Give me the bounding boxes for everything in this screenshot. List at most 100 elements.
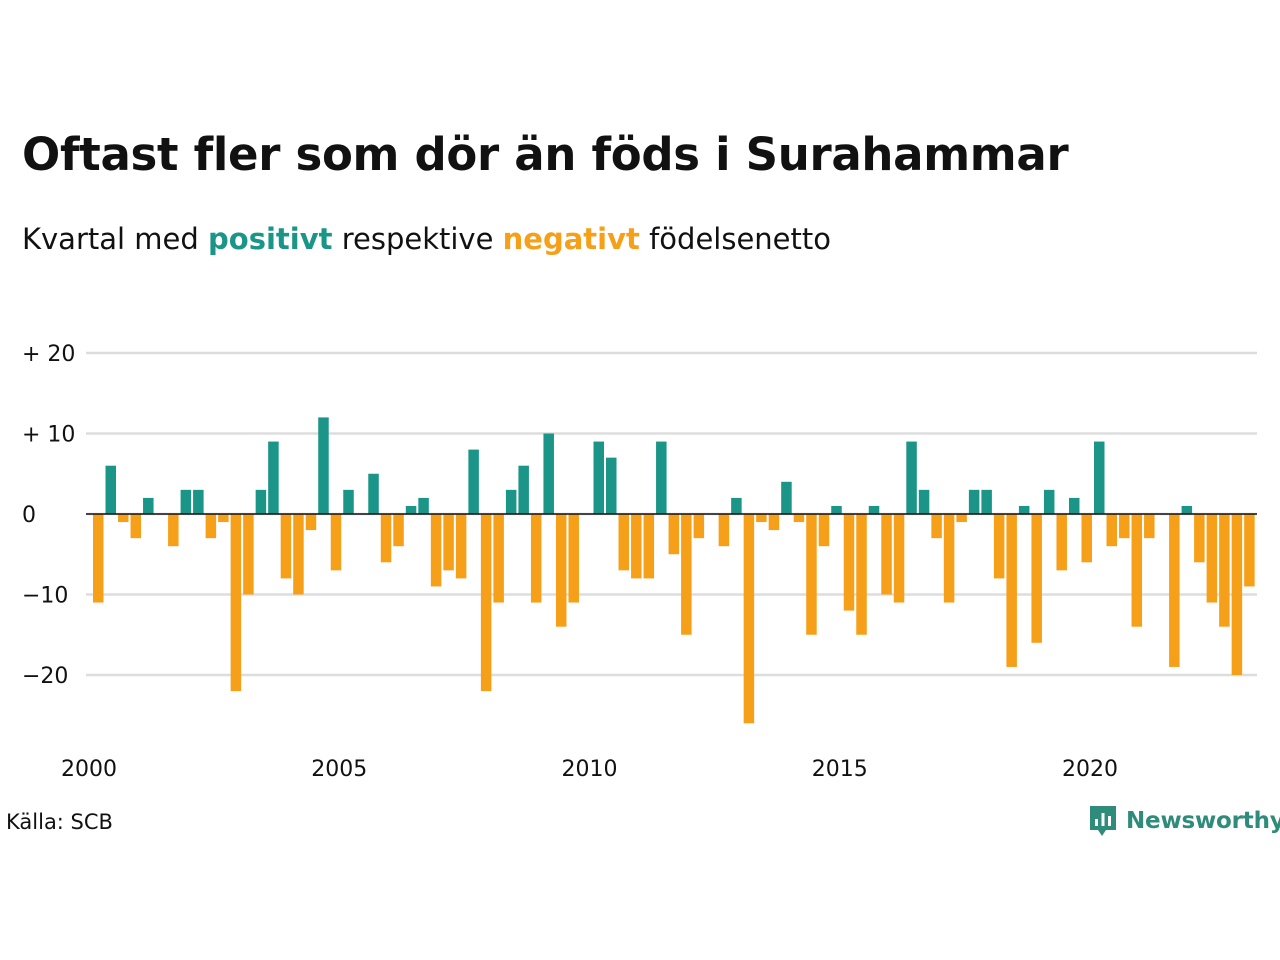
- bar-negative: [1244, 514, 1255, 587]
- brand-logo[interactable]: Newsworthy: [1088, 804, 1280, 838]
- bar-negative: [530, 514, 542, 603]
- bar-negative: [555, 514, 567, 627]
- bar-positive: [405, 505, 417, 514]
- bar-positive: [255, 489, 267, 514]
- bar-negative: [693, 514, 705, 539]
- subtitle-negative-label: negativt: [502, 222, 640, 256]
- bar-positive: [1043, 489, 1055, 514]
- bar-negative: [1131, 514, 1143, 627]
- bar-positive: [193, 489, 204, 514]
- bar-negative: [931, 514, 942, 539]
- bar-positive: [731, 497, 742, 514]
- bar-positive: [868, 505, 880, 514]
- bar-positive: [368, 473, 379, 514]
- bar-positive: [918, 489, 930, 514]
- bar-positive: [543, 433, 554, 514]
- bar-negative: [856, 514, 867, 635]
- bar-negative: [1194, 514, 1205, 563]
- bar-positive: [968, 489, 980, 514]
- bar-positive: [656, 441, 667, 514]
- bar-positive: [1181, 505, 1193, 514]
- bar-negative: [718, 514, 730, 547]
- chart-title: Oftast fler som dör än föds i Surahammar: [22, 128, 1069, 181]
- bar-negative: [881, 514, 892, 595]
- bar-positive: [143, 497, 154, 514]
- x-tick-label: 2010: [562, 757, 618, 782]
- bar-negative: [230, 514, 242, 692]
- bar-negative: [756, 514, 767, 523]
- bar-negative: [493, 514, 504, 603]
- bar-positive: [1094, 441, 1105, 514]
- bar-negative: [1006, 514, 1017, 667]
- x-tick-label: 2020: [1062, 757, 1118, 782]
- bar-positive: [981, 489, 992, 514]
- bar-positive: [505, 489, 517, 514]
- bar-negative: [1119, 514, 1130, 539]
- bar-negative: [1056, 514, 1067, 571]
- axis-layer: + 20 + 10 0 −10 −20 2000 2005 2010 2015 2020: [22, 342, 1257, 782]
- bar-negative: [330, 514, 342, 571]
- bar-negative: [430, 514, 442, 587]
- bar-negative: [93, 514, 104, 603]
- x-tick-label: 2000: [61, 757, 117, 782]
- chart-subtitle: Kvartal med positivt respektive negativt…: [22, 222, 831, 256]
- bar-layer: [93, 417, 1255, 724]
- bar-negative: [681, 514, 692, 635]
- bar-negative: [843, 514, 855, 611]
- bar-positive: [831, 505, 842, 514]
- bar-negative: [993, 514, 1005, 579]
- subtitle-positive-label: positivt: [208, 222, 333, 256]
- bar-negative: [956, 514, 967, 523]
- newsworthy-bar-chart-icon: [1090, 806, 1116, 836]
- bar-positive: [318, 417, 329, 514]
- bar-negative: [1231, 514, 1243, 675]
- x-tick-label: 2015: [812, 757, 868, 782]
- bar-positive: [105, 465, 117, 514]
- bar-positive: [1068, 497, 1080, 514]
- bar-negative: [393, 514, 404, 547]
- bar-negative: [455, 514, 467, 579]
- bar-positive: [606, 457, 617, 514]
- bar-negative: [1081, 514, 1092, 563]
- bar-negative: [943, 514, 955, 603]
- y-tick-label: −20: [22, 664, 68, 689]
- bar-negative: [768, 514, 780, 531]
- x-tick-label: 2005: [311, 757, 367, 782]
- bar-negative: [1219, 514, 1230, 627]
- bar-negative: [480, 514, 492, 692]
- bar-negative: [568, 514, 579, 603]
- bar-negative: [118, 514, 129, 523]
- y-tick-label: −10: [22, 584, 68, 609]
- bar-positive: [518, 465, 529, 514]
- bar-positive: [268, 441, 279, 514]
- y-tick-label: + 10: [22, 423, 75, 448]
- bar-positive: [1018, 505, 1030, 514]
- subtitle-prefix: Kvartal med: [22, 222, 199, 256]
- bar-negative: [280, 514, 292, 579]
- bar-negative: [793, 514, 805, 523]
- bar-negative: [1144, 514, 1155, 539]
- bar-negative: [668, 514, 680, 555]
- bar-positive: [180, 489, 192, 514]
- bar-negative: [643, 514, 655, 579]
- bar-negative: [130, 514, 142, 539]
- bar-negative: [380, 514, 392, 563]
- bar-negative: [243, 514, 254, 595]
- bar-positive: [343, 489, 354, 514]
- bar-negative: [893, 514, 905, 603]
- bar-negative: [618, 514, 630, 571]
- bar-negative: [631, 514, 642, 579]
- bar-positive: [781, 481, 792, 514]
- bar-positive: [593, 441, 604, 514]
- y-tick-label: + 20: [22, 342, 75, 367]
- bar-positive: [468, 449, 479, 514]
- bar-negative: [218, 514, 229, 523]
- bar-negative: [1206, 514, 1218, 603]
- bar-negative: [305, 514, 317, 531]
- subtitle-suffix: födelsenetto: [649, 222, 831, 256]
- bar-negative: [1031, 514, 1042, 643]
- bar-negative: [818, 514, 830, 547]
- source-note: Källa: SCB: [6, 810, 113, 834]
- bar-positive: [906, 441, 917, 514]
